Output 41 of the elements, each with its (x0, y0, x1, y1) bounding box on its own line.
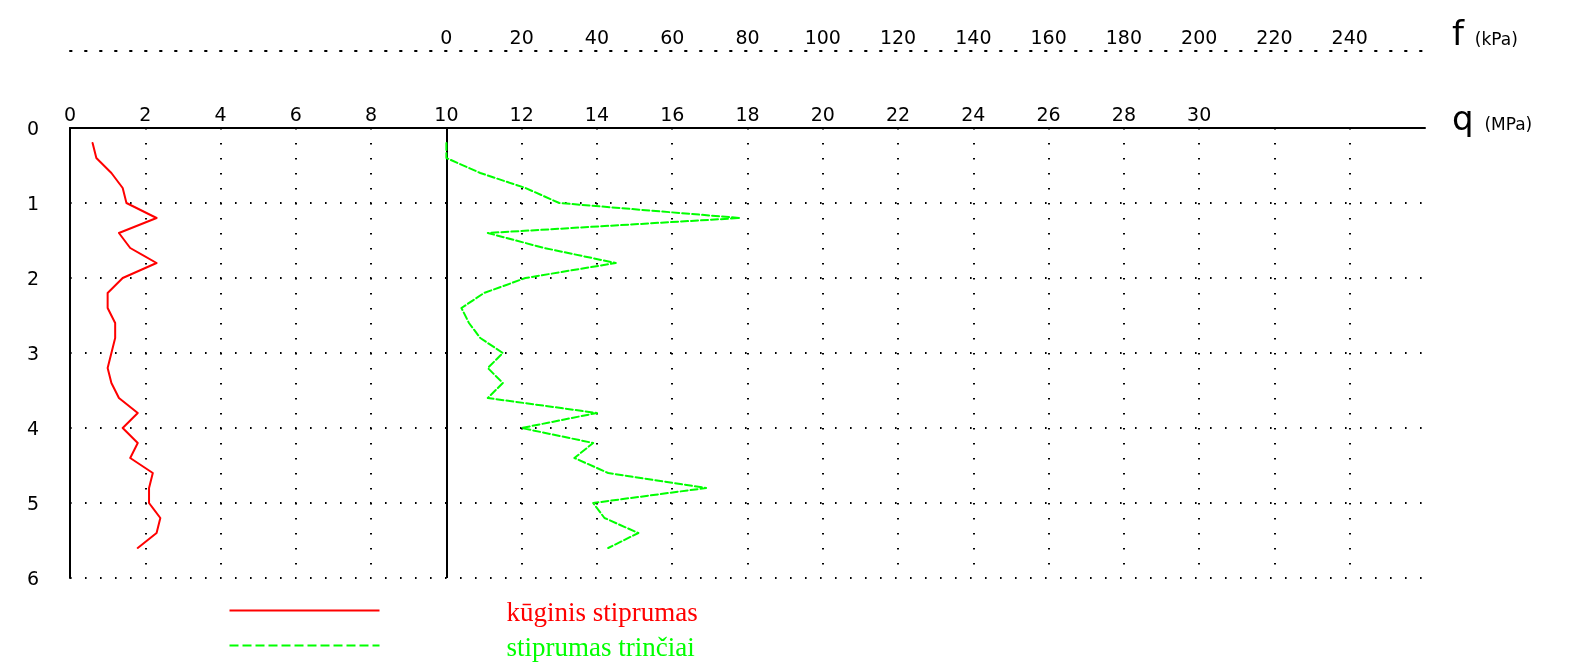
x-tick-label: 10 (434, 102, 459, 125)
x-tick-label: 24 (961, 102, 986, 125)
x2-tick-label: 120 (879, 25, 917, 48)
x-tick-label: 22 (885, 102, 911, 125)
y-tick-label: 6 (26, 567, 39, 589)
x2-tick-label: 60 (660, 25, 685, 48)
x-tick-label: 26 (1036, 102, 1061, 125)
y-tick-label: 2 (26, 267, 39, 289)
x2-tick-label: 220 (1256, 25, 1293, 48)
x-tick-label: 12 (509, 102, 534, 125)
x-tick-label: 16 (660, 102, 685, 125)
x-tick-label: 4 (214, 102, 227, 125)
x-tick-label: 14 (584, 102, 610, 125)
x-tick-label: 30 (1187, 102, 1212, 125)
x2-tick-label: 180 (1105, 25, 1143, 48)
y-tick-label: 5 (26, 492, 39, 514)
y-tick-label: 4 (26, 417, 39, 439)
text: kūginis stiprumas (506, 596, 698, 627)
x-tick-label: 2 (139, 102, 152, 125)
x-tick-label: 6 (289, 102, 302, 125)
y-tick-label: 3 (26, 342, 39, 364)
line-series (91, 142, 162, 549)
x-tick-label: 8 (365, 102, 378, 125)
x2-tick-label: 160 (1030, 25, 1067, 48)
y-tick-label: 1 (26, 192, 39, 214)
y-tick-label: 0 (26, 117, 39, 139)
x2-tick-label: 0 (440, 25, 453, 48)
x2-tick-label: 200 (1181, 25, 1218, 48)
x-tick-label: 28 (1111, 102, 1136, 125)
x2-tick-label: 100 (804, 25, 841, 48)
x2-tick-label: 240 (1331, 25, 1368, 48)
text: stiprumas trinčiai (506, 631, 695, 662)
x2-tick-label: 20 (509, 25, 534, 48)
x2-tick-label: 40 (584, 25, 610, 48)
x2-tick-label: 140 (955, 25, 992, 48)
x-axis-title: q (MPa) (1452, 98, 1533, 138)
x-tick-label: 0 (63, 102, 77, 125)
x-tick-label: 18 (735, 102, 760, 125)
x-tick-label: 20 (810, 102, 835, 125)
x2-tick-label: 80 (735, 25, 760, 48)
x2-axis-title: f (kPa) (1452, 13, 1518, 53)
